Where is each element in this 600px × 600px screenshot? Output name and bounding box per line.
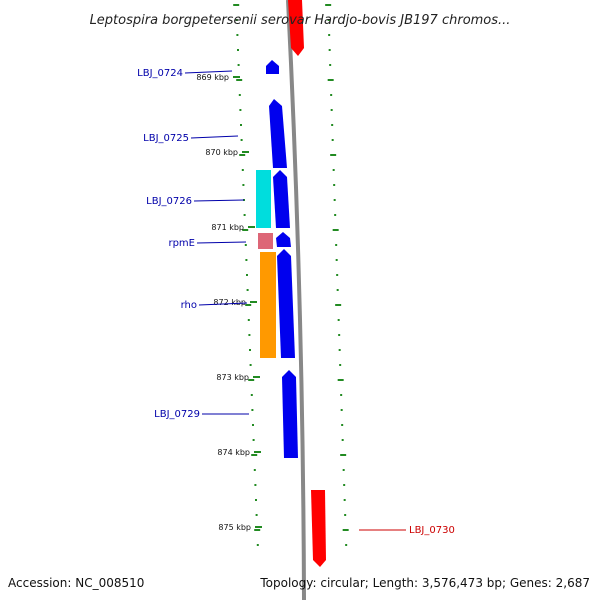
gene-label[interactable]: rho bbox=[181, 300, 197, 311]
gene-callout-line bbox=[193, 199, 245, 202]
kbp-tick-label: 871 kbp bbox=[211, 223, 244, 232]
cog-box-orange bbox=[260, 252, 276, 358]
cog-box-cyan bbox=[256, 170, 271, 228]
gene-arrow-lbj0726[interactable] bbox=[273, 170, 290, 228]
gene-arrow-lbj0730[interactable] bbox=[311, 490, 326, 567]
gene-label[interactable]: LBJ_0730 bbox=[409, 525, 455, 536]
gene-label[interactable]: LBJ_0726 bbox=[146, 196, 192, 207]
gene-arrow-lbj0725[interactable] bbox=[269, 99, 287, 168]
tick-tracks bbox=[233, 4, 349, 546]
cog-box-pink bbox=[258, 233, 273, 249]
kbp-tick-label: 874 kbp bbox=[217, 448, 250, 457]
gene-label[interactable]: LBJ_0725 bbox=[143, 133, 189, 144]
gene-label[interactable]: LBJ_0729 bbox=[154, 409, 200, 420]
map-title: Leptospira borgpetersenii serovar Hardjo… bbox=[90, 13, 511, 28]
gene-callout-line bbox=[196, 241, 247, 244]
accession-label: Accession: NC_008510 bbox=[8, 576, 144, 590]
gene-callout-line bbox=[198, 302, 248, 306]
gene-arrow-lbj0724[interactable] bbox=[266, 60, 279, 74]
summary-label: Topology: circular; Length: 3,576,473 bp… bbox=[259, 576, 590, 590]
kbp-tick-label: 869 kbp bbox=[196, 73, 229, 82]
gene-label[interactable]: LBJ_0724 bbox=[137, 68, 183, 79]
gene-callouts: LBJ_0724 LBJ_0725 LBJ_0726 rpmE rho LBJ_0729 L… bbox=[137, 68, 455, 536]
gene-arrow-top-reverse[interactable] bbox=[288, 0, 304, 56]
kbp-ticks: 869 kbp 870 kbp 871 kbp 872 kbp 873 kbp 874 k… bbox=[196, 73, 262, 532]
kbp-tick-label: 872 kbp bbox=[213, 298, 246, 307]
gene-arrow-rpme[interactable] bbox=[276, 232, 291, 247]
kbp-tick-label: 873 kbp bbox=[216, 373, 249, 382]
gene-arrow-rho[interactable] bbox=[277, 249, 295, 358]
gene-label[interactable]: rpmE bbox=[168, 238, 195, 249]
kbp-tick-label: 875 kbp bbox=[218, 523, 251, 532]
backbone-arc bbox=[286, 0, 306, 600]
gene-callout-line bbox=[184, 70, 233, 74]
kbp-tick-label: 870 kbp bbox=[205, 148, 238, 157]
gene-arrow-lbj0729[interactable] bbox=[282, 370, 298, 458]
gene-callout-line bbox=[190, 135, 239, 139]
